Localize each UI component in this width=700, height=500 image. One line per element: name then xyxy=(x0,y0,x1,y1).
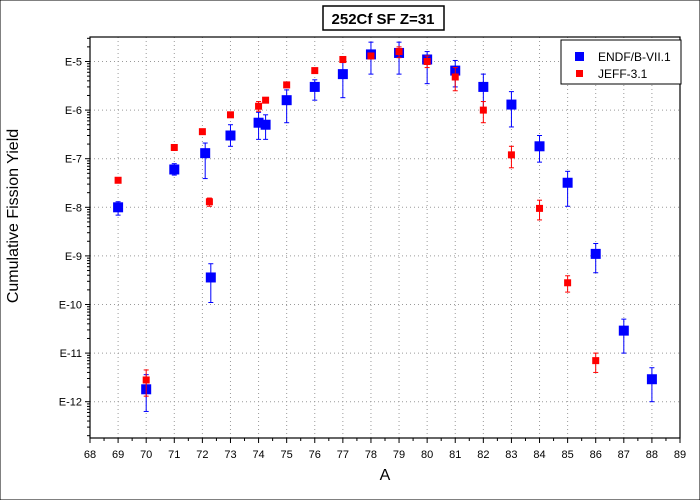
data-point xyxy=(170,144,178,152)
data-point xyxy=(169,164,180,175)
data-point xyxy=(451,73,459,81)
y-tick-layer: E-5 E-6 E-7 E-8 E-9 E-10 E-11 E-12 xyxy=(59,37,90,437)
data-point xyxy=(506,99,517,110)
data-point xyxy=(255,102,263,110)
data-point xyxy=(205,198,213,206)
y-tick-label: E-11 xyxy=(60,348,82,360)
data-point xyxy=(200,148,211,159)
x-tick-label: 75 xyxy=(281,449,293,461)
legend-label-endf: ENDF/B-VII.1 xyxy=(598,50,671,64)
data-point xyxy=(283,81,291,89)
y-tick-label: E-6 xyxy=(65,105,82,117)
data-point xyxy=(253,117,264,128)
series-0 xyxy=(113,41,657,412)
y-tick-label: E-10 xyxy=(59,300,82,312)
data-point xyxy=(142,376,150,384)
data-point xyxy=(114,176,122,184)
data-point xyxy=(536,204,544,212)
series-1 xyxy=(114,46,600,397)
data-point xyxy=(646,374,657,385)
data-point xyxy=(618,325,629,336)
x-tick-label: 76 xyxy=(309,449,321,461)
x-tick-label: 69 xyxy=(112,449,124,461)
x-tick-label: 77 xyxy=(337,449,349,461)
x-tick-label: 81 xyxy=(449,449,461,461)
legend-label-jeff: JEFF-3.1 xyxy=(598,67,648,81)
legend-marker-jeff xyxy=(576,70,583,77)
data-point xyxy=(198,128,206,136)
data-point xyxy=(562,177,573,188)
x-tick-label: 86 xyxy=(590,449,602,461)
data-point xyxy=(339,55,347,63)
data-point xyxy=(423,58,431,65)
x-tick-label: 73 xyxy=(224,449,236,461)
data-point xyxy=(478,81,489,92)
data-point xyxy=(507,151,515,159)
legend-marker-endf xyxy=(575,52,584,61)
chart-title-box: 252Cf SF Z=31 xyxy=(322,5,445,31)
series-layer xyxy=(113,41,657,412)
chart-title: 252Cf SF Z=31 xyxy=(332,11,435,28)
data-point xyxy=(479,106,487,114)
data-point xyxy=(590,248,601,259)
grid-layer xyxy=(90,37,680,438)
data-point xyxy=(592,357,600,365)
data-point xyxy=(260,119,271,130)
data-point xyxy=(225,130,236,141)
data-point xyxy=(226,111,234,119)
y-tick-label: E-7 xyxy=(65,154,82,166)
data-point xyxy=(262,96,270,104)
x-tick-label: 68 xyxy=(84,449,96,461)
x-tick-label: 85 xyxy=(561,449,573,461)
data-point xyxy=(309,81,320,92)
data-point xyxy=(205,272,216,283)
x-tick-label: 88 xyxy=(646,449,658,461)
data-point xyxy=(113,202,124,213)
x-tick-label: 89 xyxy=(674,449,686,461)
x-tick-label: 82 xyxy=(477,449,489,461)
data-point xyxy=(281,95,292,106)
data-point xyxy=(395,48,403,56)
x-axis-label: A xyxy=(380,467,391,484)
data-point xyxy=(311,67,319,75)
data-point xyxy=(367,52,375,60)
data-point xyxy=(337,69,348,80)
data-point xyxy=(564,279,572,287)
x-tick-label: 70 xyxy=(140,449,152,461)
x-tick-label: 71 xyxy=(168,449,180,461)
y-tick-label: E-9 xyxy=(65,251,82,263)
y-axis-label: Cumulative Fission Yield xyxy=(5,129,22,303)
y-tick-label: E-8 xyxy=(65,202,82,214)
x-tick-label: 80 xyxy=(421,449,433,461)
x-tick-layer: 68 69 70 71 72 73 74 75 76 77 78 79 80 81 82 83 84 85 86 87… xyxy=(84,438,686,461)
y-tick-label: E-12 xyxy=(59,397,82,409)
legend: ENDF/B-VII.1 JEFF-3.1 xyxy=(560,39,682,85)
x-tick-label: 72 xyxy=(196,449,208,461)
x-tick-label: 84 xyxy=(533,449,545,461)
x-tick-label: 78 xyxy=(365,449,377,461)
x-tick-label: 87 xyxy=(618,449,630,461)
y-tick-label: E-5 xyxy=(65,57,82,69)
x-tick-label: 79 xyxy=(393,449,405,461)
chart-title-border xyxy=(322,5,445,31)
x-tick-label: 74 xyxy=(252,449,264,461)
x-tick-label: 83 xyxy=(505,449,517,461)
data-point xyxy=(534,141,545,152)
